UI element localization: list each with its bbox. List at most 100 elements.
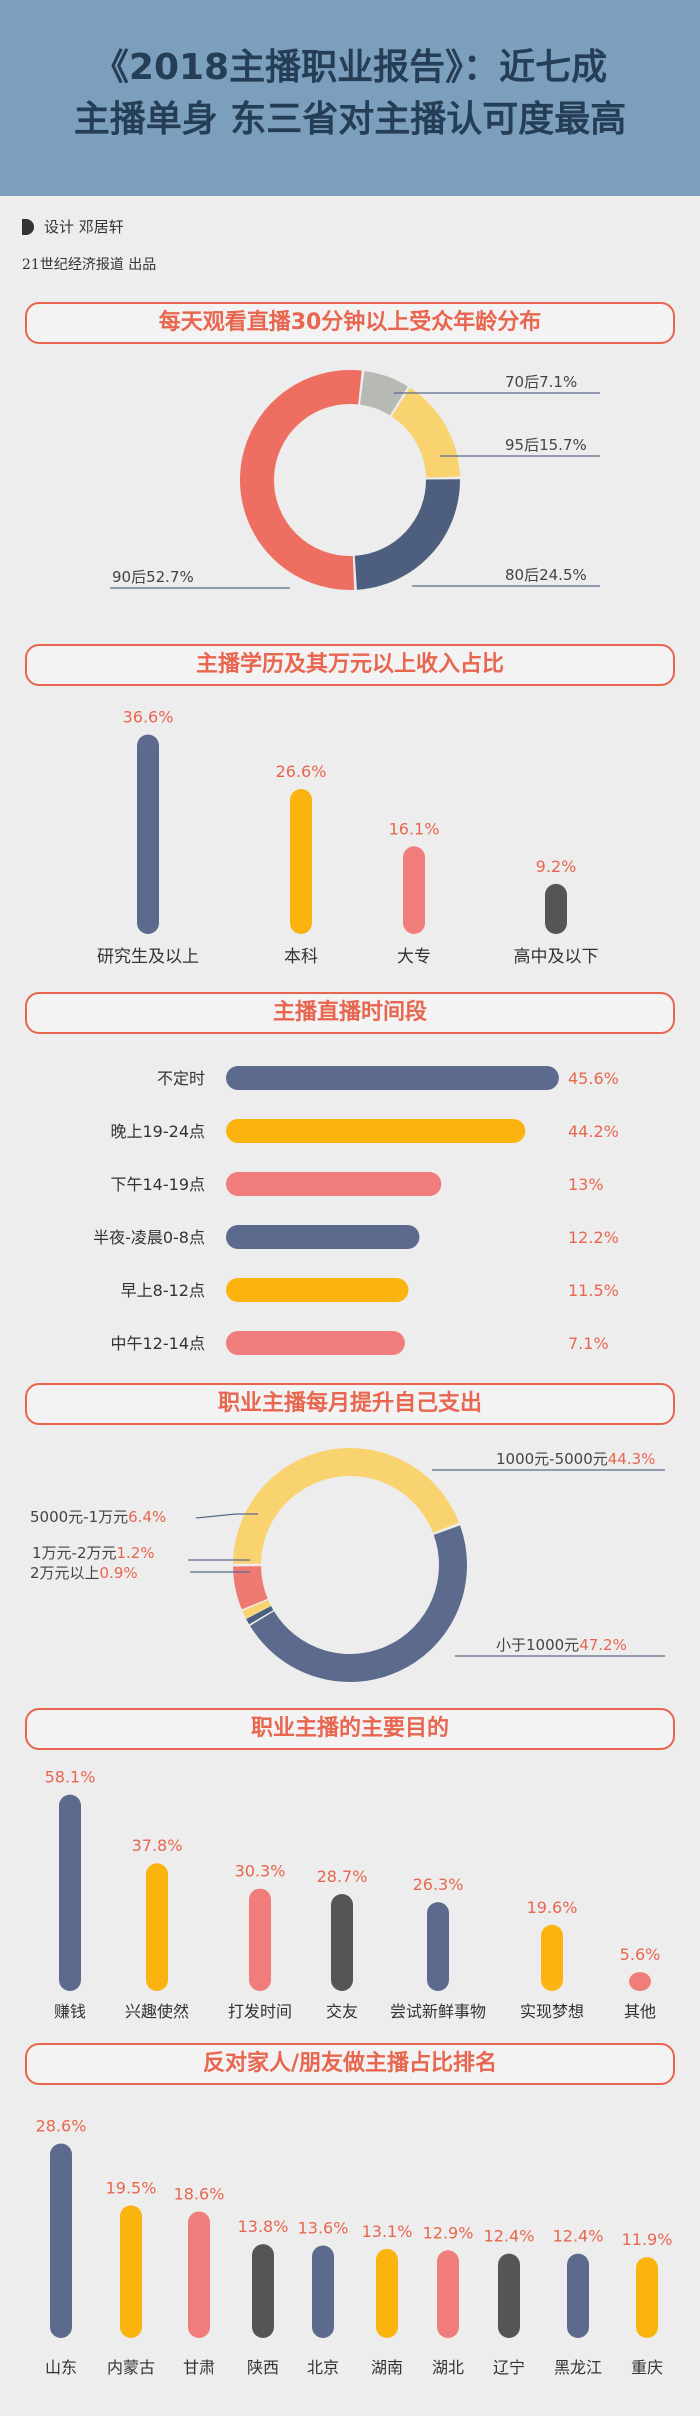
purpose-category-1: 兴趣使然 [125, 2002, 189, 2021]
purpose-bar-5 [541, 1924, 563, 1991]
time-bar-5 [226, 1331, 405, 1355]
spend-label-4: 5000元-1万元6.4% [30, 1508, 166, 1526]
oppose-bar-8 [567, 2253, 589, 2338]
half-circle-icon [22, 219, 34, 235]
oppose-category-4: 北京 [307, 2358, 339, 2377]
spend-slice-1 [250, 1525, 467, 1682]
section-title-purpose: 职业主播的主要目的 [25, 1708, 675, 1750]
chart-timeslot-bars: 不定时 45.6% 晚上19-24点 44.2% 下午14-19点 13% 半夜-凌晨0-8… [93, 1066, 619, 1355]
oppose-category-2: 甘肃 [183, 2358, 215, 2377]
oppose-value-2: 18.6% [174, 2185, 225, 2204]
publisher-credit: 21世纪经济报道 出品 [22, 257, 157, 273]
oppose-category-0: 山东 [45, 2358, 77, 2377]
spend-value-0: 44.3% [608, 1450, 656, 1468]
spend-label-2: 2万元以上0.9% [30, 1564, 138, 1582]
oppose-bar-6 [437, 2250, 459, 2338]
purpose-bar-1 [146, 1863, 168, 1991]
chart-opposition-bars: 28.6% 山东 19.5% 内蒙古 18.6% 甘肃 13.8% 陕西 13.6% 北京 13.1… [36, 2117, 673, 2377]
time-value-3: 12.2% [568, 1228, 619, 1247]
purpose-value-6: 5.6% [620, 1945, 661, 1964]
oppose-bar-3 [252, 2244, 274, 2338]
chart-education-bars: 36.6% 研究生及以上 26.6% 本科 16.1% 大专 9.2% 高中及以下 [97, 708, 599, 967]
chart-purpose-bars: 58.1% 赚钱 37.8% 兴趣使然 30.3% 打发时间 28.7% 交友 26.3% 尝试新… [45, 1768, 661, 2021]
designer-text: 设计 邓居轩 [44, 218, 124, 236]
spend-value-1: 47.2% [579, 1636, 627, 1654]
purpose-bar-4 [427, 1902, 449, 1991]
time-bar-0 [226, 1066, 559, 1090]
time-value-0: 45.6% [568, 1069, 619, 1088]
time-bar-3 [226, 1225, 420, 1249]
purpose-category-2: 打发时间 [228, 2002, 292, 2021]
spend-slice-4 [233, 1565, 268, 1610]
spend-category-2: 2万元以上 [30, 1564, 100, 1582]
time-category-1: 晚上19-24点 [111, 1122, 206, 1141]
oppose-value-6: 12.9% [423, 2223, 474, 2242]
edu-category-1: 本科 [284, 947, 318, 967]
age-slice-2 [354, 478, 461, 590]
age-label-0: 70后7.1% [505, 373, 577, 391]
purpose-value-5: 19.6% [527, 1898, 578, 1917]
spend-label-3: 1万元-2万元1.2% [32, 1544, 155, 1562]
edu-value-1: 26.6% [276, 762, 327, 781]
spend-category-3: 1万元-2万元 [32, 1544, 117, 1562]
chart-age-donut: 70后7.1% 95后15.7% 80后24.5% 90后52.7% [110, 370, 600, 590]
time-value-1: 44.2% [568, 1122, 619, 1141]
oppose-category-6: 湖北 [432, 2358, 464, 2377]
oppose-bar-9 [636, 2257, 658, 2338]
spend-category-0: 1000元-5000元 [496, 1450, 608, 1468]
oppose-category-1: 内蒙古 [107, 2358, 155, 2377]
oppose-bar-7 [498, 2253, 520, 2338]
time-category-5: 中午12-14点 [111, 1334, 206, 1353]
spend-slice-2 [246, 1605, 274, 1625]
page-title: 《2018主播职业报告》：近七成 主播单身 东三省对主播认可度最高 [0, 42, 700, 146]
oppose-bar-4 [312, 2245, 334, 2338]
oppose-value-5: 13.1% [362, 2222, 413, 2241]
section-title-education: 主播学历及其万元以上收入占比 [25, 644, 675, 686]
edu-value-0: 36.6% [123, 708, 174, 727]
page-title-line-1: 《2018主播职业报告》：近七成 [92, 47, 608, 88]
oppose-value-8: 12.4% [553, 2227, 604, 2246]
time-bar-1 [226, 1119, 526, 1143]
oppose-value-9: 11.9% [622, 2230, 673, 2249]
edu-value-3: 9.2% [536, 857, 577, 876]
spend-label-1: 小于1000元47.2% [496, 1636, 627, 1654]
oppose-value-7: 12.4% [484, 2227, 535, 2246]
oppose-category-7: 辽宁 [493, 2358, 525, 2377]
oppose-value-3: 13.8% [238, 2217, 289, 2236]
section-title-timeslot: 主播直播时间段 [25, 992, 675, 1034]
section-title-age: 每天观看直播30分钟以上受众年龄分布 [25, 302, 675, 344]
oppose-value-0: 28.6% [36, 2117, 87, 2136]
time-category-3: 半夜-凌晨0-8点 [93, 1228, 205, 1247]
edu-category-2: 大专 [397, 947, 431, 967]
chart-spending-donut: 1000元-5000元44.3% 小于1000元47.2% 2万元以上0.9% 1万元… [30, 1448, 665, 1682]
edu-bar-2 [403, 846, 425, 934]
spend-value-2: 0.9% [100, 1564, 138, 1582]
oppose-bar-5 [376, 2248, 398, 2338]
purpose-value-0: 58.1% [45, 1768, 96, 1787]
age-label-2: 80后24.5% [505, 566, 587, 584]
oppose-category-3: 陕西 [247, 2358, 279, 2377]
spend-slice-3 [242, 1599, 271, 1619]
page-title-line-2: 主播单身 东三省对主播认可度最高 [73, 99, 627, 140]
header-banner: 《2018主播职业报告》：近七成 主播单身 东三省对主播认可度最高 [0, 0, 700, 196]
section-title-spending: 职业主播每月提升自己支出 [25, 1383, 675, 1425]
time-category-4: 早上8-12点 [121, 1281, 205, 1300]
spend-category-1: 小于1000元 [496, 1636, 579, 1654]
oppose-category-5: 湖南 [371, 2358, 403, 2377]
purpose-category-3: 交友 [326, 2002, 358, 2021]
spend-value-4: 6.4% [128, 1508, 166, 1526]
age-label-1: 95后15.7% [505, 436, 587, 454]
purpose-category-0: 赚钱 [54, 2002, 86, 2021]
purpose-category-6: 其他 [624, 2002, 656, 2021]
spend-category-4: 5000元-1万元 [30, 1508, 128, 1526]
time-category-0: 不定时 [157, 1069, 205, 1088]
oppose-bar-0 [50, 2143, 72, 2338]
age-slice-1 [391, 387, 460, 479]
purpose-bar-0 [59, 1794, 81, 1991]
time-value-5: 7.1% [568, 1334, 609, 1353]
time-bar-2 [226, 1172, 442, 1196]
age-label-3: 90后52.7% [112, 568, 194, 586]
purpose-category-5: 实现梦想 [520, 2002, 584, 2021]
purpose-bar-2 [249, 1888, 271, 1991]
oppose-category-9: 重庆 [631, 2358, 663, 2377]
